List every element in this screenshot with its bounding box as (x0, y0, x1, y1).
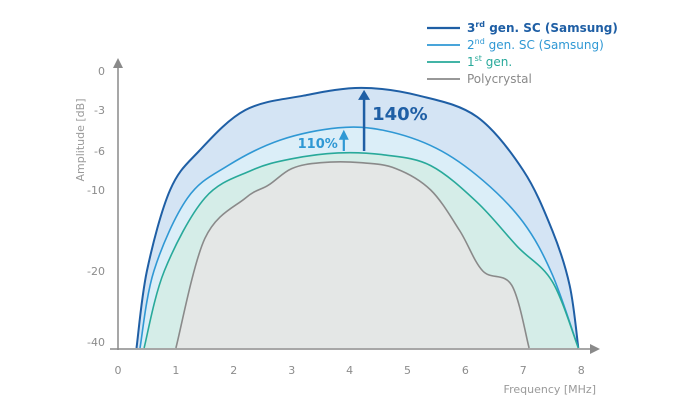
y-tick-label: -10 (87, 184, 105, 197)
series-line-3 (175, 161, 530, 349)
x-axis-arrow (590, 344, 600, 354)
x-tick-label: 4 (346, 364, 353, 377)
series-line-1 (139, 126, 580, 349)
x-tick-label: 8 (578, 364, 585, 377)
series-line-0 (135, 86, 580, 349)
legend: 3rd gen. SC (Samsung) 2nd gen. SC (Samsun… (427, 20, 618, 86)
x-tick-labels: 0 1 2 3 4 5 6 7 8 (115, 364, 585, 377)
legend-label: Polycrystal (467, 72, 532, 86)
annotation-arrow-head (338, 129, 349, 140)
y-tick-label: -3 (94, 104, 105, 117)
annotation-label: 110% (298, 137, 338, 152)
annotation-label: 140% (372, 104, 428, 125)
legend-label: 1st gen. (467, 54, 512, 69)
series-area-3 (175, 161, 530, 348)
annotation-arrow-head (358, 89, 371, 100)
x-axis-title: Frequency [MHz] (504, 383, 596, 396)
y-tick-label: 0 (98, 65, 105, 78)
x-tick-label: 5 (404, 364, 411, 377)
legend-label: 3rd gen. SC (Samsung) (467, 20, 618, 35)
series-line-2 (143, 151, 580, 349)
x-tick-label: 1 (172, 364, 179, 377)
x-tick-label: 0 (115, 364, 122, 377)
improvement-annotations: 140% 110% (298, 89, 428, 152)
axes (110, 58, 600, 354)
x-tick-label: 7 (520, 364, 527, 377)
y-tick-label: -6 (94, 145, 105, 158)
legend-label: 2nd gen. SC (Samsung) (467, 37, 604, 52)
y-axis-title: Amplitude [dB] (74, 99, 87, 182)
y-axis-arrow (113, 58, 123, 68)
y-tick-label: -20 (87, 265, 105, 278)
series-areas (135, 86, 580, 349)
x-tick-label: 6 (462, 364, 469, 377)
x-tick-label: 2 (230, 364, 237, 377)
y-tick-label: -40 (87, 336, 105, 349)
x-tick-label: 3 (288, 364, 295, 377)
y-tick-labels: 0 -3 -6 -10 -20 -40 (87, 65, 105, 349)
